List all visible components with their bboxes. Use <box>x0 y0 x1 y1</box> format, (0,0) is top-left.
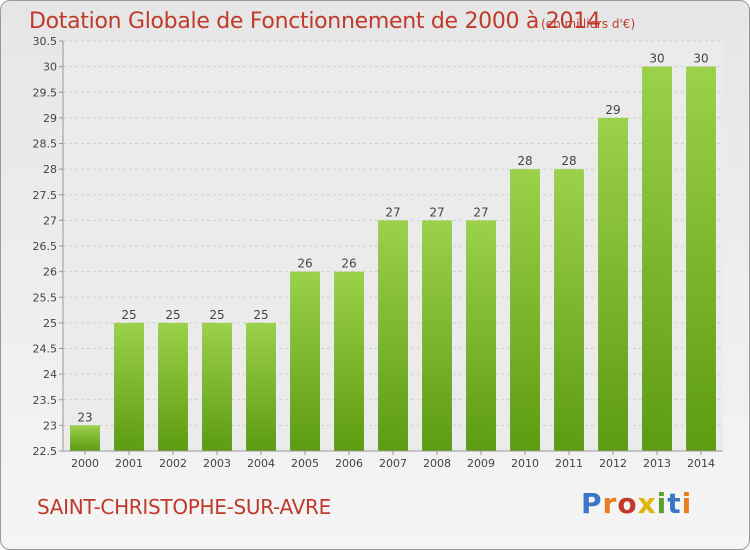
bar-value-label: 26 <box>297 257 312 271</box>
y-tick-label: 23.5 <box>33 394 58 407</box>
y-axis-labels: 22.5 23 23.5 24 24.5 25 25.5 26 26.5 27 27.5 28 28.5… <box>33 35 58 458</box>
y-tick-label: 28 <box>43 163 57 176</box>
logo-letter: r <box>602 487 618 520</box>
bar <box>158 322 188 451</box>
bar-value-label: 29 <box>605 103 620 117</box>
bar-value-label: 25 <box>165 308 180 322</box>
bar <box>466 220 496 451</box>
x-tick-label: 2000 <box>71 457 99 470</box>
chart-subtitle: (en milliers d'€) <box>541 17 636 31</box>
y-tick-label: 27 <box>43 214 57 227</box>
x-axis-labels: 2000 2001 2002 2003 2004 2005 2006 2007 2008 2009… <box>71 451 715 470</box>
bar-value-label: 27 <box>473 205 488 219</box>
logo-letter: i <box>656 487 668 520</box>
x-tick-label: 2010 <box>511 457 539 470</box>
y-tick-label: 30 <box>43 61 57 74</box>
logo-letter: x <box>637 487 657 520</box>
chart-title: Dotation Globale de Fonctionnement de 20… <box>29 9 601 34</box>
bar <box>554 169 584 451</box>
bar <box>598 117 628 451</box>
x-tick-label: 2008 <box>423 457 451 470</box>
bar <box>114 322 144 451</box>
bar-value-label: 23 <box>77 410 92 424</box>
logo-letter: t <box>667 487 682 520</box>
x-tick-label: 2001 <box>115 457 143 470</box>
x-tick-label: 2007 <box>379 457 407 470</box>
bar-value-label: 25 <box>121 308 136 322</box>
bar <box>422 220 452 451</box>
y-tick-label: 23 <box>43 419 57 432</box>
bar <box>246 322 276 451</box>
bar-value-label: 26 <box>341 257 356 271</box>
y-tick-label: 25.5 <box>33 291 58 304</box>
bar <box>334 271 364 451</box>
x-tick-label: 2009 <box>467 457 495 470</box>
y-tick-label: 26 <box>43 266 57 279</box>
x-tick-label: 2013 <box>643 457 671 470</box>
y-tick-label: 25 <box>43 317 57 330</box>
y-tick-label: 22.5 <box>33 445 58 458</box>
bar <box>642 66 672 451</box>
bar-value-label: 25 <box>253 308 268 322</box>
y-tick-label: 29 <box>43 112 57 125</box>
bar <box>378 220 408 451</box>
bar <box>686 66 716 451</box>
bar-value-label: 28 <box>517 154 532 168</box>
bar <box>70 425 100 451</box>
logo-letter: o <box>617 487 638 520</box>
x-tick-label: 2002 <box>159 457 187 470</box>
proxiti-logo: Proxiti <box>581 487 692 520</box>
y-tick-label: 24.5 <box>33 343 58 356</box>
bar-value-label: 27 <box>429 205 444 219</box>
bar <box>510 169 540 451</box>
x-tick-label: 2011 <box>555 457 583 470</box>
x-tick-label: 2006 <box>335 457 363 470</box>
y-tick-label: 27.5 <box>33 189 58 202</box>
bar-value-label: 27 <box>385 205 400 219</box>
bar-value-label: 25 <box>209 308 224 322</box>
commune-name: SAINT-CHRISTOPHE-SUR-AVRE <box>37 495 331 519</box>
x-tick-label: 2012 <box>599 457 627 470</box>
logo-letter: i <box>681 487 693 520</box>
y-tick-label: 28.5 <box>33 138 58 151</box>
bar <box>202 322 232 451</box>
bars: 23 25 25 25 25 26 26 27 27 27 28 28 29 30 30 <box>70 52 716 451</box>
bar <box>290 271 320 451</box>
x-tick-label: 2004 <box>247 457 275 470</box>
bar-value-label: 28 <box>561 154 576 168</box>
bar-value-label: 30 <box>693 52 708 66</box>
y-tick-label: 24 <box>43 368 57 381</box>
x-tick-label: 2003 <box>203 457 231 470</box>
bar-value-label: 30 <box>649 52 664 66</box>
y-tick-label: 26.5 <box>33 240 58 253</box>
logo-letter: P <box>581 487 603 520</box>
x-tick-label: 2014 <box>687 457 715 470</box>
y-tick-label: 30.5 <box>33 35 58 48</box>
x-tick-label: 2005 <box>291 457 319 470</box>
y-tick-label: 29.5 <box>33 86 58 99</box>
